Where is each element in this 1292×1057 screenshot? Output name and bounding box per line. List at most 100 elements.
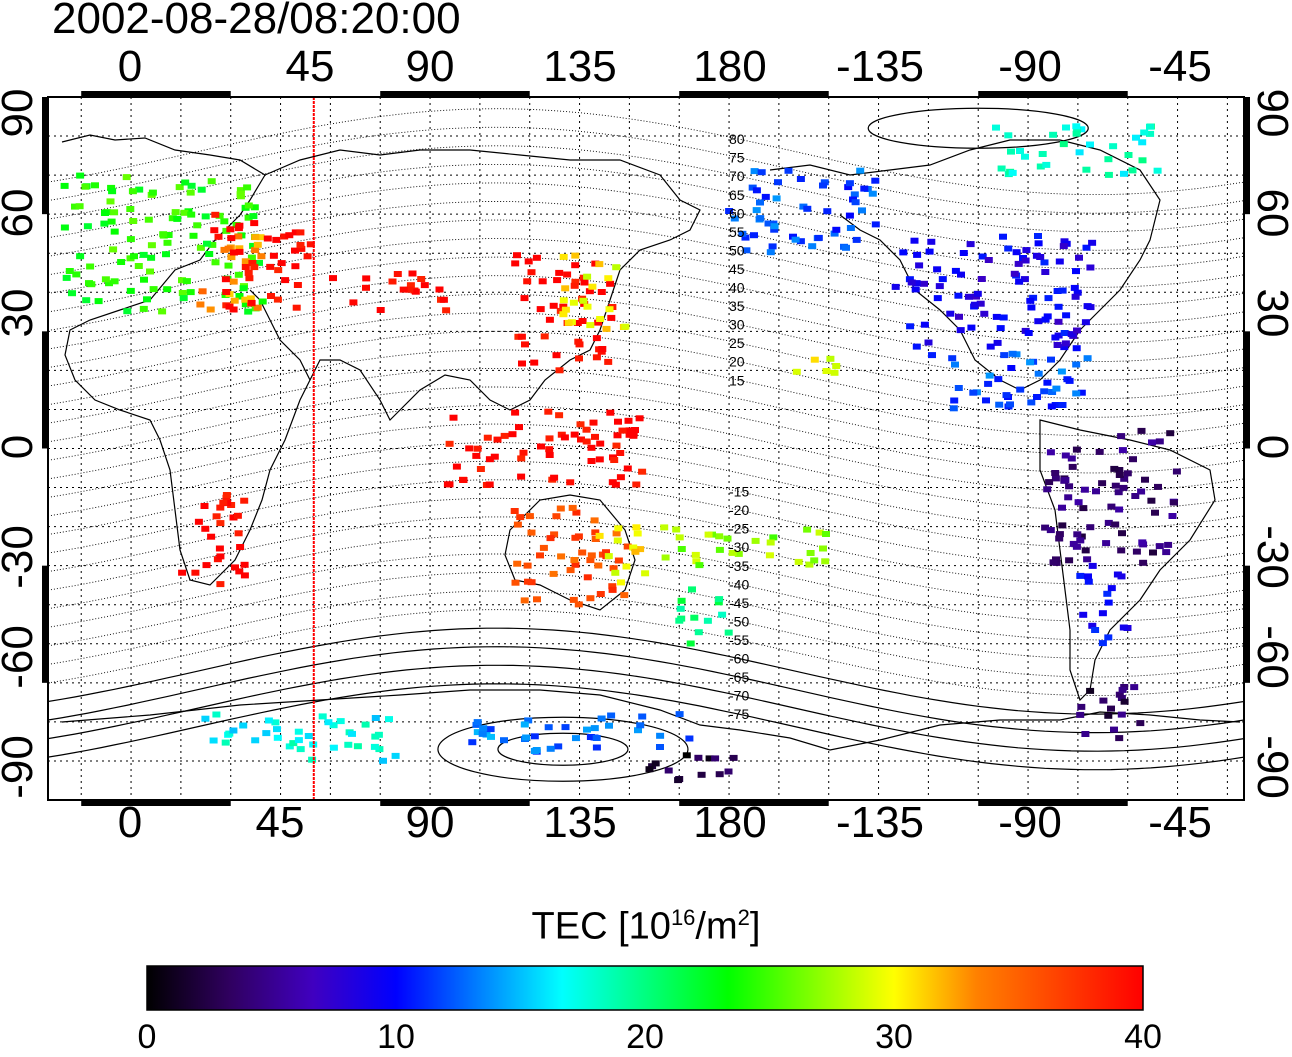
tec-cell: [545, 446, 554, 453]
tec-cell: [303, 253, 312, 260]
tec-cell: [675, 617, 684, 624]
tec-cell: [473, 729, 482, 736]
tec-cell: [515, 424, 523, 431]
tec-cell: [220, 246, 229, 253]
tec-cell: [552, 513, 561, 520]
tec-cell: [236, 193, 245, 200]
tec-cell: [473, 445, 482, 452]
tec-cell: [571, 561, 580, 568]
tec-cell: [982, 397, 990, 404]
tec-cell: [1041, 316, 1050, 323]
tec-cell: [561, 285, 570, 292]
tec-cell: [964, 293, 973, 300]
tec-cell: [810, 557, 819, 564]
tec-cell: [408, 270, 417, 277]
tec-cell: [1130, 684, 1139, 691]
tec-cell: [247, 299, 256, 306]
tec-cell: [485, 456, 494, 463]
tec-cell: [508, 431, 517, 438]
tec-cell: [523, 562, 532, 569]
tec-cell: [1046, 527, 1055, 534]
tec-cell: [574, 601, 583, 608]
tec-cell: [774, 179, 782, 186]
tec-cell: [442, 307, 451, 314]
tec-cell: [196, 244, 205, 251]
tec-cell: [928, 352, 936, 359]
tec-cell: [1095, 448, 1104, 455]
tec-cell: [715, 596, 724, 603]
tec-cell: [1072, 446, 1081, 453]
tec-cell: [130, 253, 138, 260]
tec-cell: [675, 534, 684, 541]
contour-label: -75: [729, 706, 749, 722]
tec-cell: [570, 282, 579, 289]
x-tick-bottom: 0: [117, 798, 143, 847]
tec-cell: [147, 254, 156, 261]
tec-cell: [1024, 330, 1033, 336]
tec-cell: [187, 211, 196, 218]
tec-cell: [207, 533, 216, 540]
tec-cell: [986, 343, 995, 350]
tec-cell: [1058, 287, 1067, 294]
x-tick-bottom: -90: [998, 798, 1062, 847]
tec-cell: [371, 715, 380, 721]
tec-cell: [556, 505, 565, 512]
tec-cell: [370, 743, 379, 750]
contour-line: [48, 312, 1244, 400]
tec-cell: [1072, 390, 1081, 397]
tec-cell: [651, 760, 660, 767]
tec-cell: [606, 280, 615, 287]
tec-cell: [692, 558, 701, 565]
tec-cell: [605, 722, 613, 729]
tec-cell: [485, 481, 494, 488]
tec-cell: [951, 267, 960, 274]
contour-line: [48, 627, 1244, 715]
tec-cell: [1010, 270, 1019, 277]
tec-cell: [980, 310, 989, 317]
tec-cell: [229, 278, 238, 285]
tec-cell: [200, 503, 209, 509]
tec-cell: [583, 273, 592, 280]
tec-cell: [1071, 293, 1080, 300]
tec-cell: [248, 260, 257, 266]
tec-cell: [995, 401, 1004, 408]
tec-cell: [822, 531, 830, 537]
tec-cell: [1058, 402, 1067, 408]
tec-cell: [969, 389, 978, 396]
contour-label: -20: [729, 502, 749, 518]
contour-label: 25: [729, 335, 745, 351]
tec-cell: [517, 333, 526, 340]
tec-cell: [1060, 330, 1069, 336]
tec-cell: [1072, 345, 1081, 352]
tec-cell: [583, 726, 591, 733]
tec-cell: [604, 358, 613, 365]
tickbar-left: [42, 97, 48, 215]
tec-cell: [1107, 585, 1116, 592]
x-tick-top: 45: [285, 42, 335, 91]
tec-cell: [294, 728, 303, 735]
tec-cell: [590, 517, 599, 524]
tec-cell: [239, 722, 248, 729]
tec-cell: [766, 249, 775, 256]
tec-cell: [149, 286, 158, 293]
tec-cell: [738, 230, 747, 237]
tec-cell: [304, 733, 313, 739]
tec-cell: [309, 741, 318, 748]
tec-cell: [591, 536, 600, 542]
tec-cell: [976, 300, 985, 307]
tec-cell: [532, 254, 541, 261]
contour-label: 80: [729, 131, 745, 147]
tec-cell: [71, 203, 79, 210]
x-tick-bottom: 90: [405, 798, 455, 847]
tec-cell: [1077, 389, 1086, 396]
tec-cell: [1072, 268, 1080, 275]
contour-line: [48, 256, 1244, 344]
tec-cell: [578, 318, 587, 324]
tec-cell: [556, 307, 565, 314]
tec-cell: [973, 290, 982, 297]
tec-cell: [672, 526, 681, 533]
tec-cell: [362, 275, 371, 282]
tec-cell: [691, 551, 700, 558]
tec-cell: [500, 737, 508, 744]
tec-cell: [285, 232, 294, 239]
